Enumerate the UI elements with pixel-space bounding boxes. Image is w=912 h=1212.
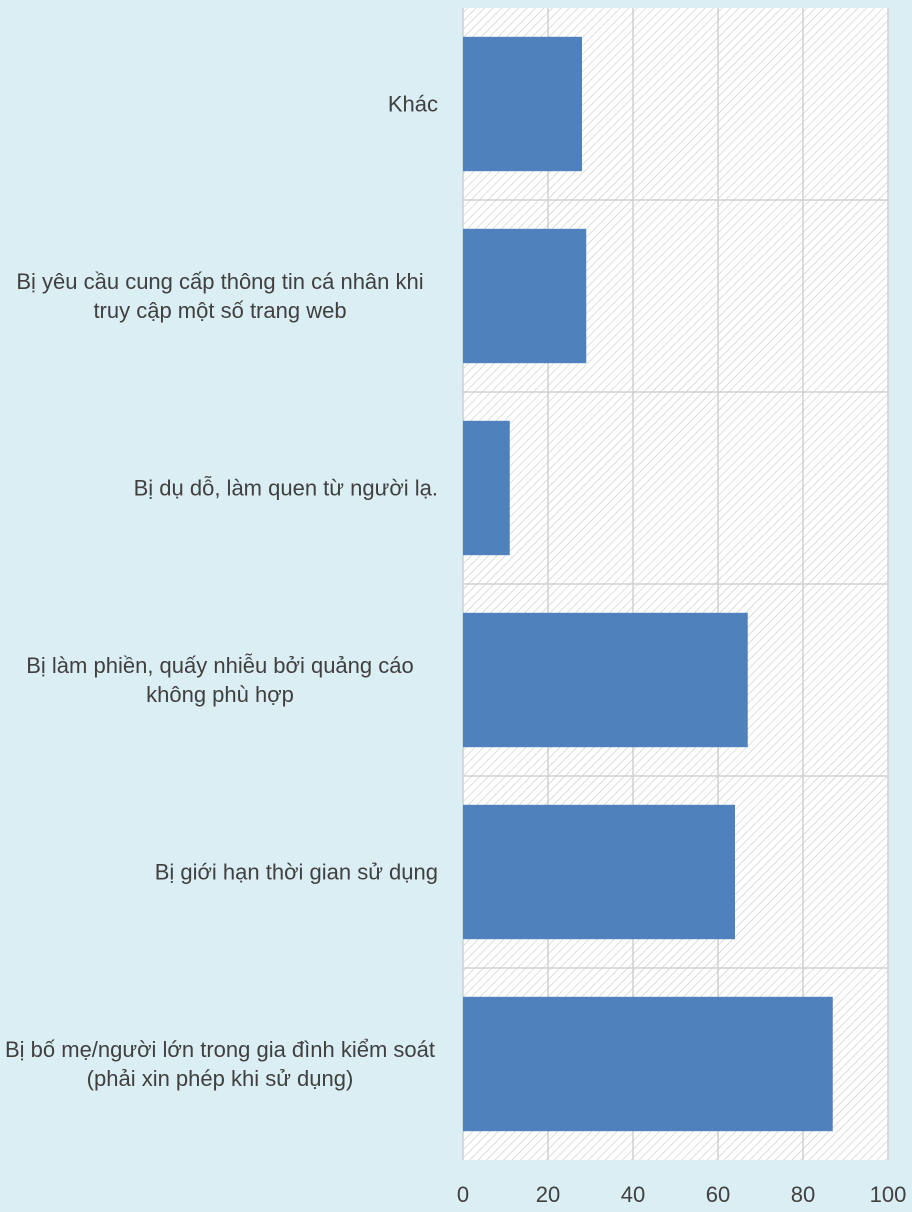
x-tick-label: 100	[870, 1182, 907, 1207]
y-tick-label-box: Bị bố mẹ/người lớn trong gia đình kiểm s…	[2, 1035, 438, 1093]
y-tick-label: Bị yêu cầu cung cấp thông tin cá nhân kh…	[16, 269, 424, 323]
y-tick-label: Bị làm phiền, quấy nhiễu bởi quảng cáo k…	[26, 653, 414, 707]
x-tick-label: 0	[457, 1182, 469, 1207]
y-tick-label-box: Bị giới hạn thời gian sử dụng	[2, 858, 438, 887]
y-tick-label: Bị dụ dỗ, làm quen từ người lạ.	[133, 475, 438, 501]
y-tick-label: Bị bố mẹ/người lớn trong gia đình kiểm s…	[4, 1037, 436, 1091]
bar	[463, 420, 510, 556]
x-tick-label: 60	[706, 1182, 730, 1207]
x-tick-label: 20	[536, 1182, 560, 1207]
bar	[463, 228, 587, 364]
y-tick-label-box: Khác	[2, 90, 438, 119]
bar	[463, 612, 748, 748]
bar	[463, 996, 833, 1132]
y-tick-label: Bị giới hạn thời gian sử dụng	[154, 859, 438, 885]
y-tick-label-box: Bị yêu cầu cung cấp thông tin cá nhân kh…	[2, 267, 438, 325]
y-tick-label: Khác	[387, 91, 438, 117]
y-tick-label-box: Bị dụ dỗ, làm quen từ người lạ.	[2, 474, 438, 503]
bar	[463, 804, 735, 940]
x-tick-label: 80	[791, 1182, 815, 1207]
x-tick-label: 40	[621, 1182, 645, 1207]
bar	[463, 36, 582, 172]
y-tick-label-box: Bị làm phiền, quấy nhiễu bởi quảng cáo k…	[2, 651, 438, 709]
